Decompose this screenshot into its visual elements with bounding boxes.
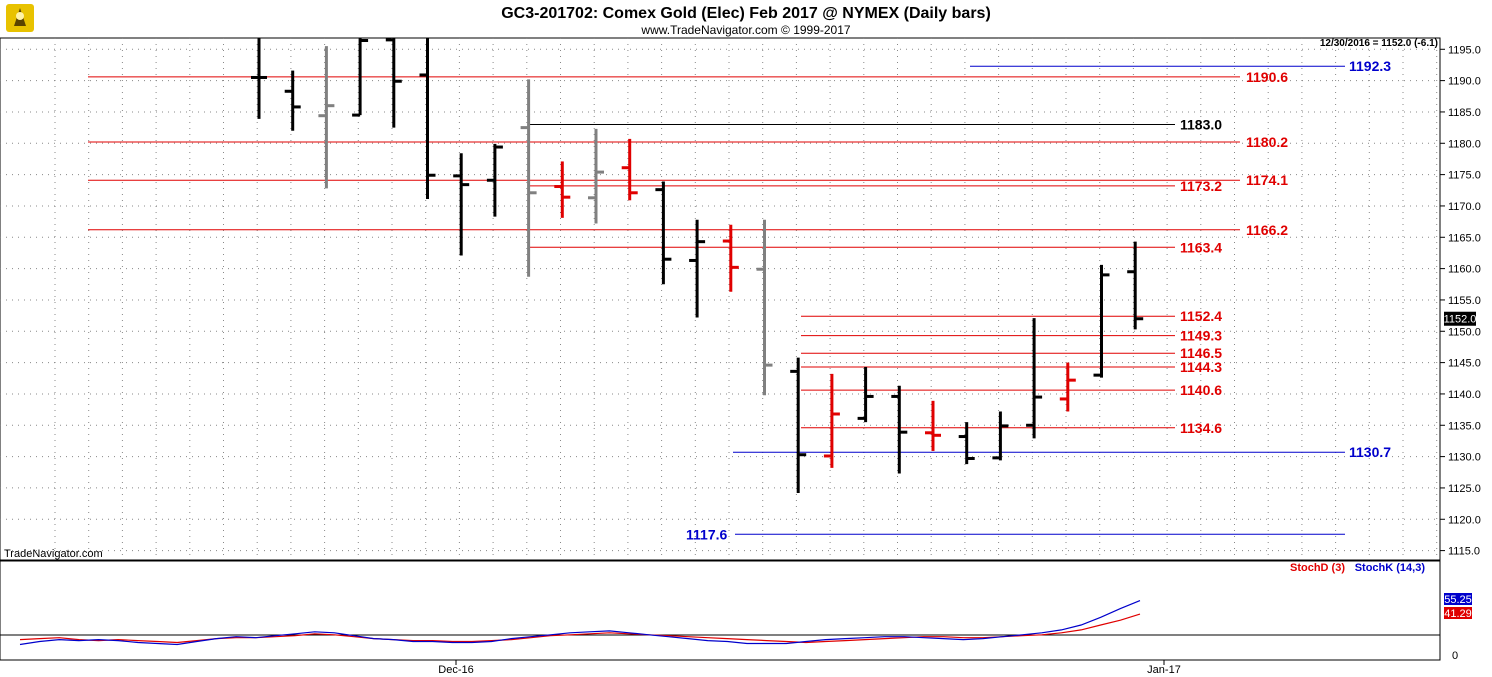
y-tick-label: 1175.0 (1448, 170, 1481, 182)
ohlc-bar (419, 38, 436, 200)
level-label: 1146.5 (1180, 345, 1222, 361)
level-label: 1149.3 (1180, 328, 1222, 344)
price-grid (0, 38, 1440, 560)
time-axis-ticks: Dec-16 Jan-17 (438, 660, 1181, 676)
ohlc-bar (251, 38, 267, 119)
ohlc-bar (1026, 318, 1043, 439)
ohlc-bar (352, 38, 369, 117)
ohlc-bar (992, 411, 1009, 461)
support-resistance-levels: 1192.3 1190.6 1183.0 1180.2 1174.1 1173.2 1166… (88, 58, 1391, 542)
y-tick-label: 1130.0 (1448, 452, 1481, 464)
y-tick-label: 1165.0 (1448, 232, 1481, 244)
y-tick-label: 1160.0 (1448, 264, 1481, 276)
ohlc-bar (722, 224, 739, 292)
level-label: 1166.2 (1246, 222, 1288, 238)
level-label: 1173.2 (1180, 178, 1222, 194)
svg-text:1152.0: 1152.0 (1444, 314, 1477, 326)
ohlc-bar (318, 46, 335, 189)
level-label: 1183.0 (1180, 116, 1222, 132)
ohlc-bar (823, 373, 840, 468)
ohlc-bar (958, 422, 975, 465)
ohlc-bar (790, 357, 807, 493)
ohlc-bar (1093, 264, 1110, 378)
level-label: 1144.3 (1180, 359, 1222, 375)
y-tick-label: 1145.0 (1448, 358, 1481, 370)
level-label: 1192.3 (1349, 58, 1391, 74)
ohlc-bar (891, 385, 908, 474)
stoch-lines (19, 600, 1141, 646)
svg-text:55.25: 55.25 (1444, 594, 1472, 606)
ohlc-bar (925, 400, 941, 451)
price-panel-frame (0, 37, 1441, 561)
last-bar-info: 12/30/2016 = 1152.0 (-6.1) (1320, 38, 1438, 49)
y-tick-label: 1185.0 (1448, 107, 1481, 119)
level-label: 1130.7 (1349, 444, 1391, 460)
y-tick-label: 1195.0 (1448, 44, 1481, 56)
y-tick-label: 1140.0 (1448, 389, 1481, 401)
ohlc-bar (284, 70, 301, 131)
y-tick-label: 1150.0 (1448, 326, 1481, 338)
ohlc-bar (385, 38, 402, 128)
stoch-zero-label: 0 (1452, 650, 1458, 662)
current-price-tag: 1152.0 (1444, 311, 1477, 326)
ohlc-bar (689, 219, 706, 318)
ohlc-bar (857, 366, 874, 423)
svg-text:41.29: 41.29 (1444, 608, 1472, 620)
level-label: 1134.6 (1180, 420, 1222, 436)
level-label: 1117.6 (686, 526, 727, 542)
y-tick-label: 1190.0 (1448, 76, 1481, 88)
stoch-d-line (19, 613, 1141, 644)
ohlc-bar (588, 128, 604, 224)
legend-stoch-k: StochK (14,3) (1355, 562, 1426, 574)
stoch-k-value-tag: 55.25 (1444, 593, 1472, 606)
price-bars (251, 38, 1144, 493)
stoch-panel-frame (0, 560, 1441, 661)
ohlc-bar (520, 79, 537, 277)
legend-stoch-d: StochD (3) (1290, 562, 1345, 574)
y-tick-label: 1180.0 (1448, 138, 1481, 150)
ohlc-bar (554, 161, 571, 218)
y-tick-label: 1115.0 (1448, 546, 1480, 558)
chart-subtitle: www.TradeNavigator.com © 1999-2017 (640, 23, 850, 37)
price-axis-ticks: 1115.0 1120.0 1125.0 1130.0 1135.0 1140.0 1145… (1440, 44, 1481, 558)
stoch-k-line (19, 600, 1141, 646)
stoch-d-value-tag: 41.29 (1444, 607, 1472, 620)
watermark: TradeNavigator.com (4, 548, 103, 560)
level-label: 1140.6 (1180, 382, 1222, 398)
ohlc-bar (655, 181, 672, 285)
ohlc-bar (756, 219, 773, 396)
ohlc-bar (1127, 241, 1144, 330)
level-label: 1152.4 (1180, 308, 1222, 324)
level-label: 1180.2 (1246, 134, 1288, 150)
ohlc-bar (1059, 362, 1076, 412)
y-tick-label: 1155.0 (1448, 295, 1481, 307)
level-label: 1174.1 (1246, 172, 1288, 188)
level-label: 1190.6 (1246, 69, 1288, 85)
y-tick-label: 1170.0 (1448, 201, 1481, 213)
y-tick-label: 1120.0 (1448, 514, 1481, 526)
x-tick-label: Dec-16 (438, 664, 473, 676)
y-tick-label: 1135.0 (1448, 420, 1481, 432)
ohlc-bar (453, 153, 470, 256)
chart-title: GC3-201702: Comex Gold (Elec) Feb 2017 @… (501, 5, 991, 22)
y-tick-label: 1125.0 (1448, 483, 1481, 495)
ohlc-bar (486, 143, 503, 217)
level-label: 1163.4 (1180, 239, 1222, 255)
x-tick-label: Jan-17 (1147, 664, 1181, 676)
logo-icon (6, 4, 34, 32)
ohlc-bar (621, 138, 638, 201)
